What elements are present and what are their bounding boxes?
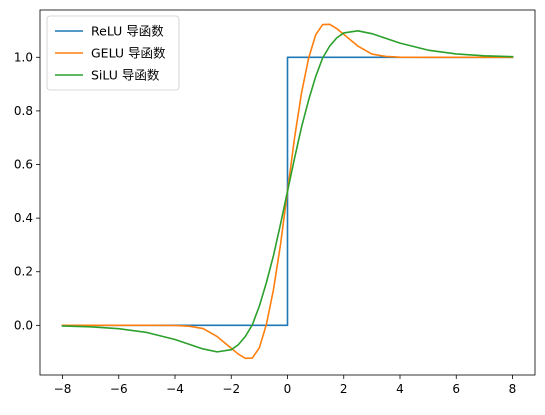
x-tick-label: −6	[110, 382, 128, 396]
legend-box	[46, 15, 180, 91]
y-tick-label: 0.2	[14, 265, 33, 279]
legend-label-0: ReLU 导函数	[91, 24, 164, 39]
y-tick-label: 0.4	[14, 211, 33, 225]
legend-label-2: SiLU 导函数	[91, 68, 160, 83]
y-tick-label: 0.6	[14, 158, 33, 172]
x-tick-label: −4	[166, 382, 184, 396]
x-tick-label: 8	[509, 382, 517, 396]
series-line-2	[61, 29, 514, 353]
x-tick-label: 0	[284, 382, 292, 396]
x-tick-label: 6	[452, 382, 460, 396]
y-tick-label: 0.8	[14, 104, 33, 118]
x-tick-label: −8	[54, 382, 72, 396]
x-tick-label: 2	[340, 382, 348, 396]
legend-label-1: GELU 导函数	[91, 46, 166, 61]
x-tick-label: −2	[222, 382, 240, 396]
x-tick-label: 4	[396, 382, 404, 396]
y-tick-label: 0.0	[14, 318, 33, 332]
y-tick-label: 1.0	[14, 50, 33, 64]
